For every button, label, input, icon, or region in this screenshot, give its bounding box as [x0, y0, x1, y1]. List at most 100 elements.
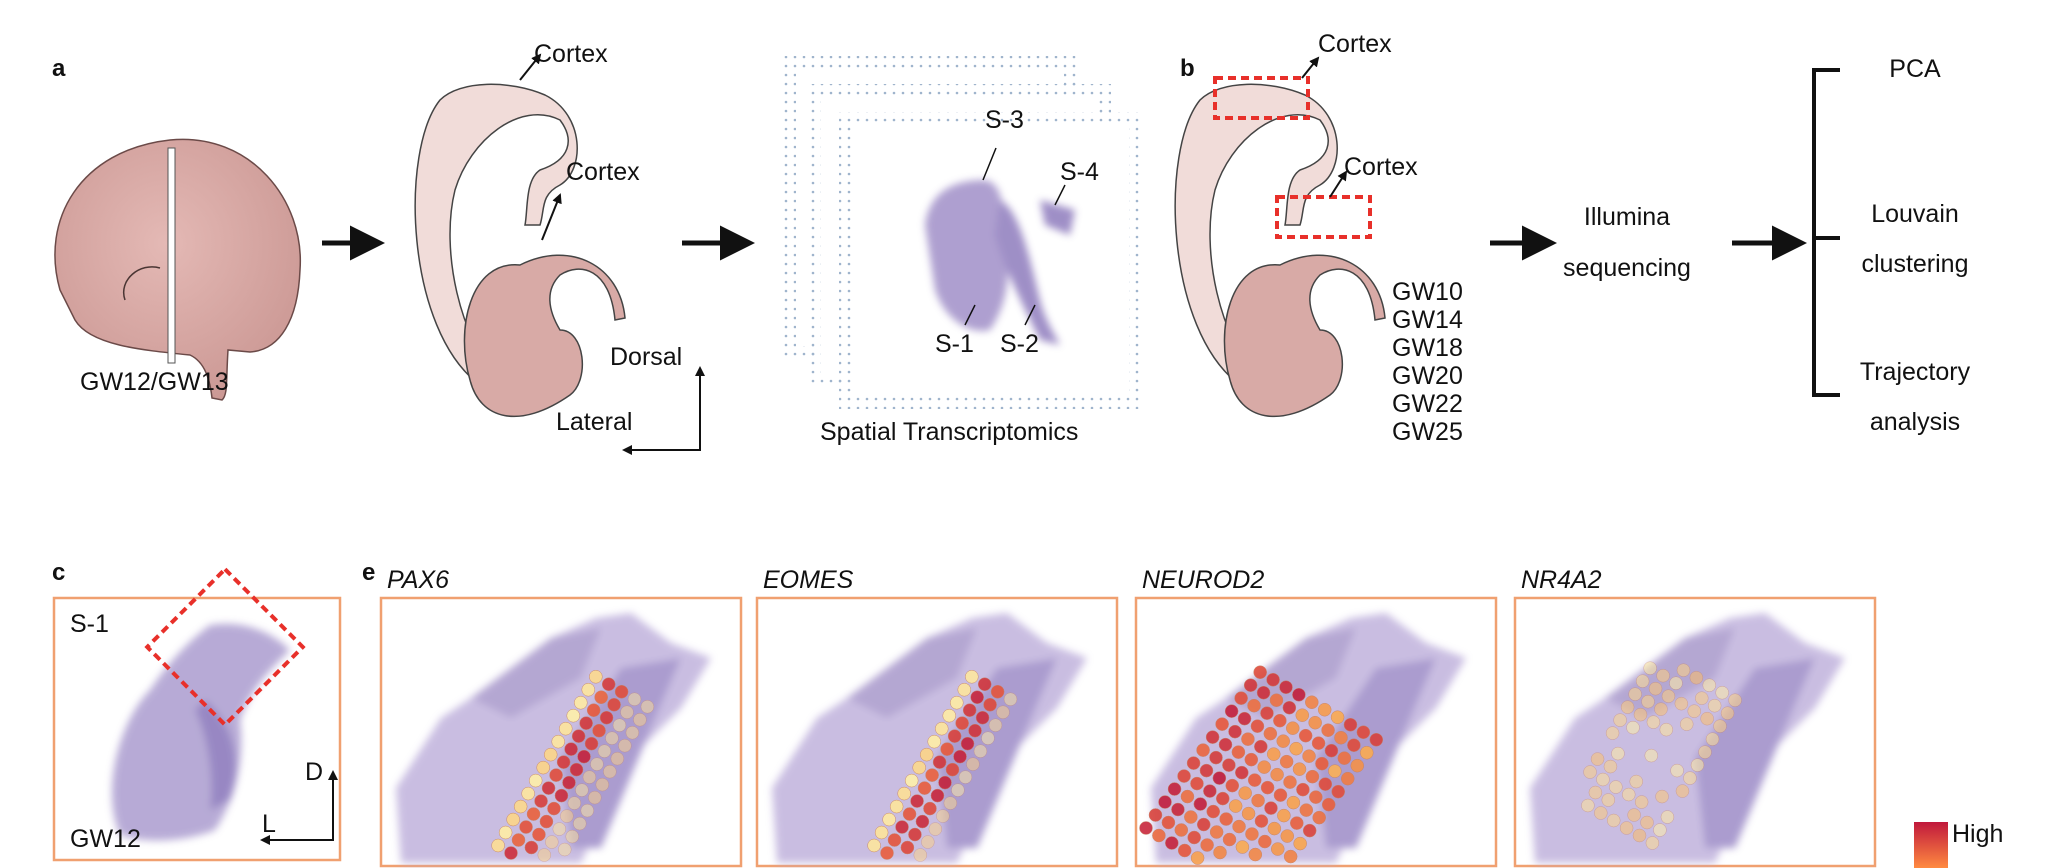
expression-spot	[918, 782, 931, 795]
expression-spot	[1328, 765, 1341, 778]
expression-spot	[1245, 753, 1258, 766]
panel-letter-b: b	[1180, 55, 1195, 82]
expression-spot	[1331, 711, 1344, 724]
expression-spot	[916, 815, 929, 828]
expression-spot	[582, 683, 595, 696]
expression-spot	[1305, 696, 1318, 709]
expression-spot	[898, 787, 911, 800]
expression-spot	[1591, 753, 1604, 766]
expression-spot	[966, 758, 979, 771]
expression-spot	[1257, 686, 1270, 699]
expression-spot	[499, 826, 512, 839]
expression-spot	[568, 797, 581, 810]
expression-spot	[1319, 778, 1332, 791]
expression-spot	[1222, 759, 1235, 772]
expression-spot	[566, 830, 579, 843]
expression-spot	[565, 743, 578, 756]
expression-spot	[1200, 764, 1213, 777]
expression-spot	[1254, 666, 1267, 679]
expression-spot	[1280, 755, 1293, 768]
expression-spot	[1188, 831, 1201, 844]
expression-spot	[1621, 701, 1634, 714]
expression-spot	[905, 774, 918, 787]
expression-spot	[1236, 841, 1249, 854]
expression-spot	[1676, 785, 1689, 798]
expression-spot	[633, 713, 646, 726]
expression-spot	[1721, 707, 1734, 720]
expression-spot	[1656, 790, 1669, 803]
expression-spot	[908, 828, 921, 841]
expression-spot	[1584, 766, 1597, 779]
expression-spot	[505, 847, 518, 860]
expression-spot	[527, 808, 540, 821]
expression-spot	[991, 685, 1004, 698]
expression-spot	[1347, 739, 1360, 752]
expression-spot	[961, 737, 974, 750]
expression-spot	[1004, 693, 1017, 706]
expression-spot	[926, 769, 939, 782]
lateral-short-label: L	[262, 810, 276, 838]
expression-spot	[935, 722, 948, 735]
expression-spot	[540, 815, 553, 828]
gene-label: PAX6	[387, 566, 449, 594]
expression-spot	[1628, 809, 1641, 822]
expression-spot	[585, 737, 598, 750]
expression-spot	[963, 704, 976, 717]
expression-spot	[931, 789, 944, 802]
expression-spot	[1293, 763, 1306, 776]
expression-spot	[1258, 835, 1271, 848]
expression-spot	[1607, 814, 1620, 827]
expression-spot	[1287, 796, 1300, 809]
expression-spot	[956, 717, 969, 730]
expression-spot	[590, 758, 603, 771]
expression-spot	[1626, 721, 1639, 734]
expression-spot	[1178, 770, 1191, 783]
colorbar-high-label: High	[1952, 820, 2003, 848]
expression-spot	[615, 685, 628, 698]
expression-spot	[1203, 785, 1216, 798]
expression-spot	[1258, 761, 1271, 774]
axis-arrow-icon	[625, 370, 700, 450]
expression-spot	[1283, 701, 1296, 714]
expression-spot	[557, 756, 570, 769]
expression-spot	[1267, 673, 1280, 686]
expression-spot	[1699, 746, 1712, 759]
expression-spot	[1213, 772, 1226, 785]
expression-spot	[1647, 716, 1660, 729]
expression-spot	[1206, 731, 1219, 744]
expression-spot	[529, 774, 542, 787]
expression-spot	[1360, 746, 1373, 759]
expression-spot	[567, 709, 580, 722]
expression-spot	[553, 823, 566, 836]
expression-spot	[626, 726, 639, 739]
expression-spot	[559, 722, 572, 735]
expression-spot	[1654, 703, 1667, 716]
expression-spot	[620, 706, 633, 719]
expression-spot	[1716, 686, 1729, 699]
expression-spot	[1296, 783, 1309, 796]
expression-spot	[1216, 792, 1229, 805]
expression-spot	[1634, 708, 1647, 721]
age-list: GW10 GW14 GW18 GW20 GW22 GW25	[1392, 278, 1463, 446]
expression-spot	[1649, 682, 1662, 695]
age-item: GW14	[1392, 306, 1463, 334]
sequencing-label: Illumina	[1584, 203, 1670, 231]
expression-spot	[1645, 749, 1658, 762]
gene-panel-eomes: EOMES	[757, 566, 1117, 866]
analysis-bracket	[1814, 70, 1840, 395]
expression-spot	[593, 724, 606, 737]
expression-spot	[896, 821, 909, 834]
expression-spot	[996, 706, 1009, 719]
expression-spot	[1249, 848, 1262, 861]
expression-spot	[1267, 748, 1280, 761]
expression-spot	[598, 745, 611, 758]
expression-spot	[588, 791, 601, 804]
expression-spot	[570, 763, 583, 776]
expression-spot	[545, 836, 558, 849]
expression-spot	[1184, 811, 1197, 824]
expression-spot	[1646, 837, 1659, 850]
expression-spot	[1207, 805, 1220, 818]
expression-spot	[1281, 830, 1294, 843]
analysis-trajectory: analysis	[1870, 408, 1960, 436]
